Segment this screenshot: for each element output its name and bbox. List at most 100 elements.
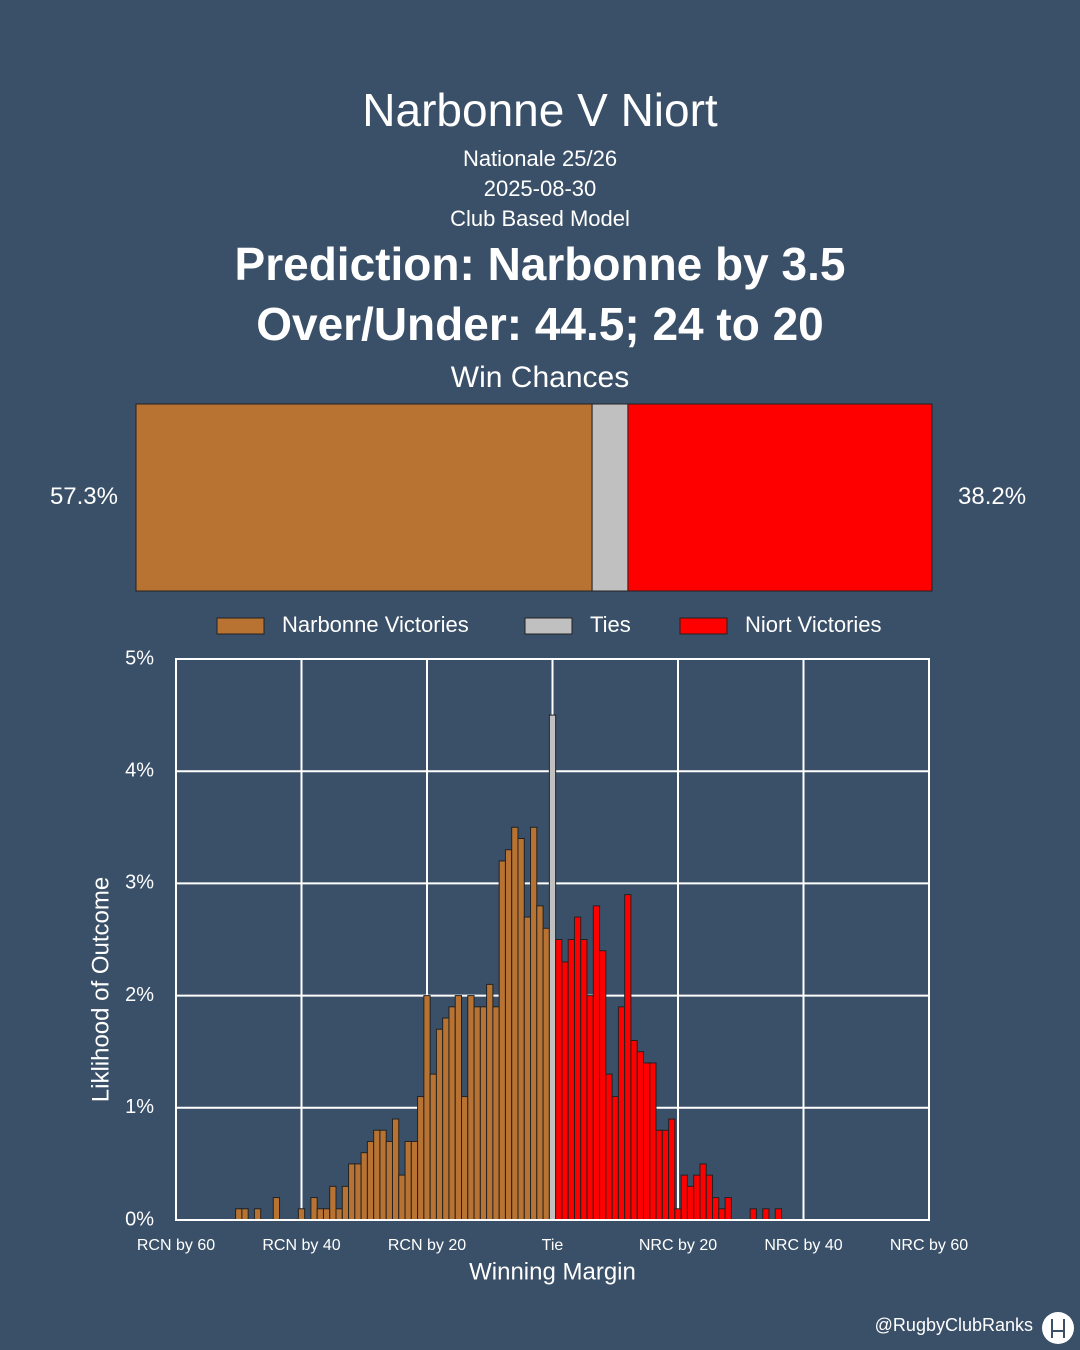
margin-bar xyxy=(348,1163,356,1221)
margin-bar xyxy=(329,1185,337,1221)
margin-bar xyxy=(310,1197,318,1221)
legend-swatch xyxy=(216,617,265,635)
plot-frame xyxy=(175,658,930,1221)
margin-bar xyxy=(661,1129,670,1221)
margin-bar xyxy=(366,1140,375,1221)
subtitle: Nationale 25/26 xyxy=(463,146,617,171)
margin-bar xyxy=(511,826,519,1221)
margin-bar xyxy=(718,1208,726,1221)
margin-bar xyxy=(448,1006,456,1221)
chart-title: Win Chances xyxy=(451,361,629,394)
subtitle: 2025-08-30 xyxy=(484,176,597,201)
margin-bar xyxy=(624,894,632,1221)
margin-bar xyxy=(542,927,550,1221)
margin-bar xyxy=(272,1197,281,1221)
margin-bar xyxy=(417,1096,425,1221)
y-tick-label: 3% xyxy=(125,872,154,894)
win-bar-segment xyxy=(135,403,593,592)
margin-bar xyxy=(504,849,513,1221)
margin-bar xyxy=(454,995,463,1221)
margin-bar xyxy=(517,838,525,1221)
margin-bar xyxy=(461,1096,469,1221)
value-label: 38.2% xyxy=(958,483,1026,510)
logo-mark xyxy=(1051,1319,1065,1338)
y-tick-label: 5% xyxy=(125,647,154,669)
margin-bar xyxy=(335,1208,343,1221)
legend-label: Ties xyxy=(590,612,631,637)
x-tick-label: RCN by 60 xyxy=(137,1237,215,1254)
margin-bar xyxy=(523,916,532,1221)
x-tick-label: NRC by 40 xyxy=(764,1237,842,1254)
margin-bar xyxy=(668,1118,676,1221)
margin-bar xyxy=(373,1129,381,1221)
value-label: 57.3% xyxy=(50,483,118,510)
margin-bar xyxy=(391,1118,400,1221)
margin-bar xyxy=(611,1096,619,1221)
legend-label: Niort Victories xyxy=(745,612,882,637)
margin-bar xyxy=(649,1062,657,1221)
margin-bar xyxy=(599,950,607,1221)
margin-bar xyxy=(605,1073,613,1221)
margin-bar xyxy=(592,905,601,1221)
margin-bar xyxy=(548,714,557,1221)
margin-bar xyxy=(253,1208,262,1221)
margin-bar xyxy=(341,1185,350,1221)
x-tick-label: Tie xyxy=(542,1237,564,1254)
margin-bar xyxy=(235,1208,243,1221)
margin-bar xyxy=(655,1129,663,1221)
margin-bar xyxy=(617,1006,626,1221)
margin-bar xyxy=(705,1174,714,1221)
margin-bar xyxy=(486,983,494,1221)
margin-bar xyxy=(442,1017,450,1221)
margin-bar xyxy=(498,860,506,1221)
margin-bar xyxy=(573,916,582,1221)
margin-bar xyxy=(398,1174,406,1221)
over-under: Over/Under: 44.5; 24 to 20 xyxy=(256,298,824,350)
margin-bar xyxy=(699,1163,707,1221)
prediction: Prediction: Narbonne by 3.5 xyxy=(235,238,846,290)
credit: @RugbyClubRanks xyxy=(875,1315,1033,1335)
margin-bar xyxy=(297,1208,306,1221)
legend-swatch xyxy=(679,617,728,635)
x-tick-label: RCN by 20 xyxy=(388,1237,466,1254)
y-tick-label: 2% xyxy=(125,984,154,1006)
margin-bar xyxy=(423,995,431,1221)
margin-bar xyxy=(630,1039,638,1221)
margin-bar xyxy=(385,1140,393,1221)
margin-bar xyxy=(479,1006,488,1221)
x-tick-label: NRC by 20 xyxy=(639,1237,717,1254)
margin-bar xyxy=(404,1140,412,1221)
margin-bar xyxy=(492,1006,500,1221)
margin-bar xyxy=(410,1140,419,1221)
margin-bar xyxy=(473,1006,481,1221)
y-axis-label: Liklihood of Outcome xyxy=(87,877,114,1102)
logo-circle xyxy=(1042,1312,1074,1344)
x-tick-label: RCN by 40 xyxy=(262,1237,340,1254)
margin-bar xyxy=(567,939,575,1221)
margin-bar xyxy=(724,1197,732,1221)
y-tick-label: 0% xyxy=(125,1208,154,1230)
margin-bar xyxy=(686,1185,695,1221)
y-tick-label: 1% xyxy=(125,1096,154,1118)
margin-bar xyxy=(674,1208,682,1221)
margin-bar xyxy=(586,995,594,1221)
margin-bar xyxy=(561,961,569,1221)
margin-bar xyxy=(530,826,538,1221)
margin-bar xyxy=(379,1129,387,1221)
legend-swatch xyxy=(524,617,573,635)
margin-bar xyxy=(429,1073,437,1221)
x-tick-label: NRC by 60 xyxy=(890,1237,968,1254)
margin-bar xyxy=(316,1208,324,1221)
win-bar-segment xyxy=(627,403,933,592)
margin-bar xyxy=(241,1208,249,1221)
margin-bar xyxy=(580,939,588,1221)
margin-bar xyxy=(467,995,475,1221)
legend-label: Narbonne Victories xyxy=(282,612,469,637)
x-axis-label: Winning Margin xyxy=(469,1258,636,1285)
margin-bar xyxy=(536,905,544,1221)
margin-bar xyxy=(680,1174,688,1221)
margin-bar xyxy=(712,1197,720,1221)
margin-bar xyxy=(360,1152,368,1221)
